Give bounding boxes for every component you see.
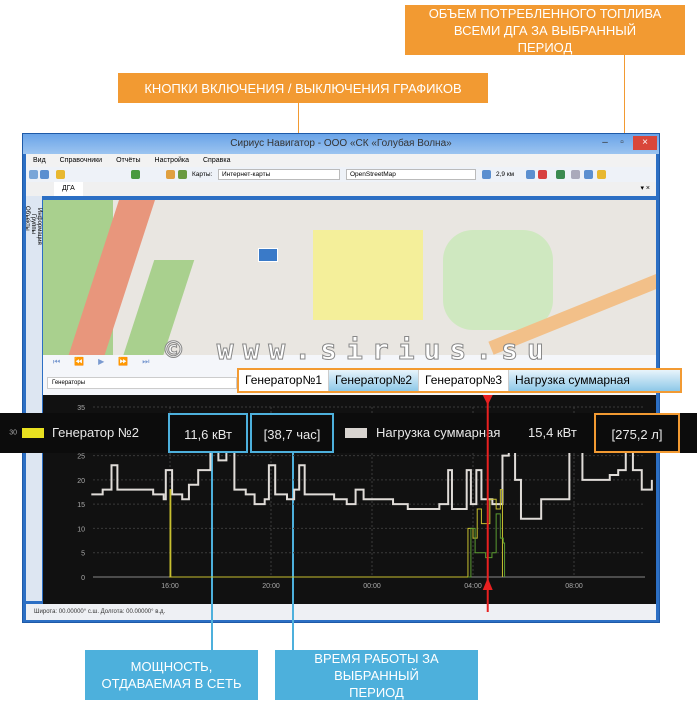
truck-icon[interactable]	[131, 170, 140, 179]
close-button[interactable]: ×	[633, 136, 657, 150]
close-tab-icon[interactable]: ▾ ×	[640, 185, 650, 192]
map-view[interactable]	[43, 200, 656, 355]
maps-label: Карты:	[192, 171, 213, 178]
legend-generator-name: Генератор №2	[52, 425, 140, 440]
generator-power: 11,6 кВт	[168, 413, 248, 453]
map-area	[443, 230, 553, 330]
chart-toggle-tabs: Генератор№1 Генератор№2 Генератор№3 Нагр…	[237, 368, 682, 393]
annotation-line	[211, 453, 213, 650]
annotation-power: МОЩНОСТЬ, ОТДАВАЕМАЯ В СЕТЬ	[85, 650, 258, 700]
list-icon[interactable]	[571, 170, 580, 179]
chart-icon[interactable]	[166, 170, 175, 179]
scale-select[interactable]: 2,9 км	[496, 171, 515, 178]
map-object-marker[interactable]	[258, 248, 278, 262]
legend-swatch-total	[345, 428, 367, 438]
annotation-fuel: ОБЪЕМ ПОТРЕБЛЕННОГО ТОПЛИВА ВСЕМИ ДГА ЗА…	[405, 5, 685, 55]
menu-directories[interactable]: Справочники	[59, 157, 103, 164]
map-source-select[interactable]: OpenStreetMap	[346, 169, 476, 180]
document-tabs: ДГА ▾ ×	[26, 182, 656, 196]
zoom-in-icon[interactable]	[482, 170, 491, 179]
refresh-icon[interactable]	[29, 170, 38, 179]
menu-help[interactable]: Справка	[203, 157, 231, 164]
legend-total-name: Нагрузка суммарная	[376, 425, 501, 440]
toggle-total-load[interactable]: Нагрузка суммарная	[509, 370, 680, 391]
menu-reports[interactable]: Отчёты	[116, 157, 141, 164]
toggle-generator-2[interactable]: Генератор№2	[329, 370, 420, 391]
search-icon[interactable]	[40, 170, 49, 179]
annotation-toggle-buttons: КНОПКИ ВКЛЮЧЕНИЯ / ВЫКЛЮЧЕНИЯ ГРАФИКОВ	[118, 73, 488, 103]
total-fuel: [275,2 л]	[594, 413, 680, 453]
menu-bar: Вид Справочники Отчёты Настройка Справка	[26, 154, 656, 167]
minimize-button[interactable]: –	[602, 137, 608, 148]
menu-settings[interactable]: Настройка	[154, 157, 189, 164]
toggle-generator-3[interactable]: Генератор№3	[419, 370, 510, 391]
lock-icon[interactable]	[178, 170, 187, 179]
grid-icon[interactable]	[584, 170, 593, 179]
status-bar: Широта: 00.00000° с.ш. Долгота: 00.00000…	[26, 604, 656, 620]
folder-icon[interactable]	[56, 170, 65, 179]
globe-icon[interactable]	[556, 170, 565, 179]
annotation-runtime: ВРЕМЯ РАБОТЫ ЗА ВЫБРАННЫЙ ПЕРИОД	[275, 650, 478, 700]
total-power: 15,4 кВт	[528, 425, 577, 440]
group-select[interactable]: Генераторы	[47, 377, 237, 389]
legend-swatch-generator	[22, 428, 44, 438]
home-icon[interactable]	[538, 170, 547, 179]
menu-view[interactable]: Вид	[33, 157, 46, 164]
map-type-select[interactable]: Интернет-карты	[218, 169, 340, 180]
side-tab-groups[interactable]: Группы	[30, 214, 36, 234]
title-bar: Сириус Навигатор - ООО «СК «Голубая Волн…	[23, 134, 659, 154]
toolbar: Карты: Интернет-карты OpenStreetMap 2,9 …	[26, 167, 656, 182]
zoom-out-icon[interactable]	[526, 170, 535, 179]
generator-runtime: [38,7 час]	[250, 413, 334, 453]
annotation-line	[292, 453, 294, 650]
playback-controls[interactable]: ⏮⏪▶⏩⏭	[53, 357, 164, 366]
watermark: © www.sirius.su	[165, 333, 553, 366]
side-tab-info[interactable]: Информация	[36, 208, 42, 245]
toggle-generator-1[interactable]: Генератор№1	[239, 370, 330, 391]
side-panel: Информация Группы Объекты	[24, 196, 42, 601]
map-area	[313, 230, 423, 320]
tab-dga[interactable]: ДГА	[54, 182, 83, 196]
help-icon[interactable]	[597, 170, 606, 179]
chart-legend: Генератор №2 11,6 кВт [38,7 час] Нагрузк…	[0, 413, 697, 453]
side-tab-objects[interactable]: Объекты	[24, 206, 30, 231]
maximize-button[interactable]: ▫	[620, 137, 624, 148]
